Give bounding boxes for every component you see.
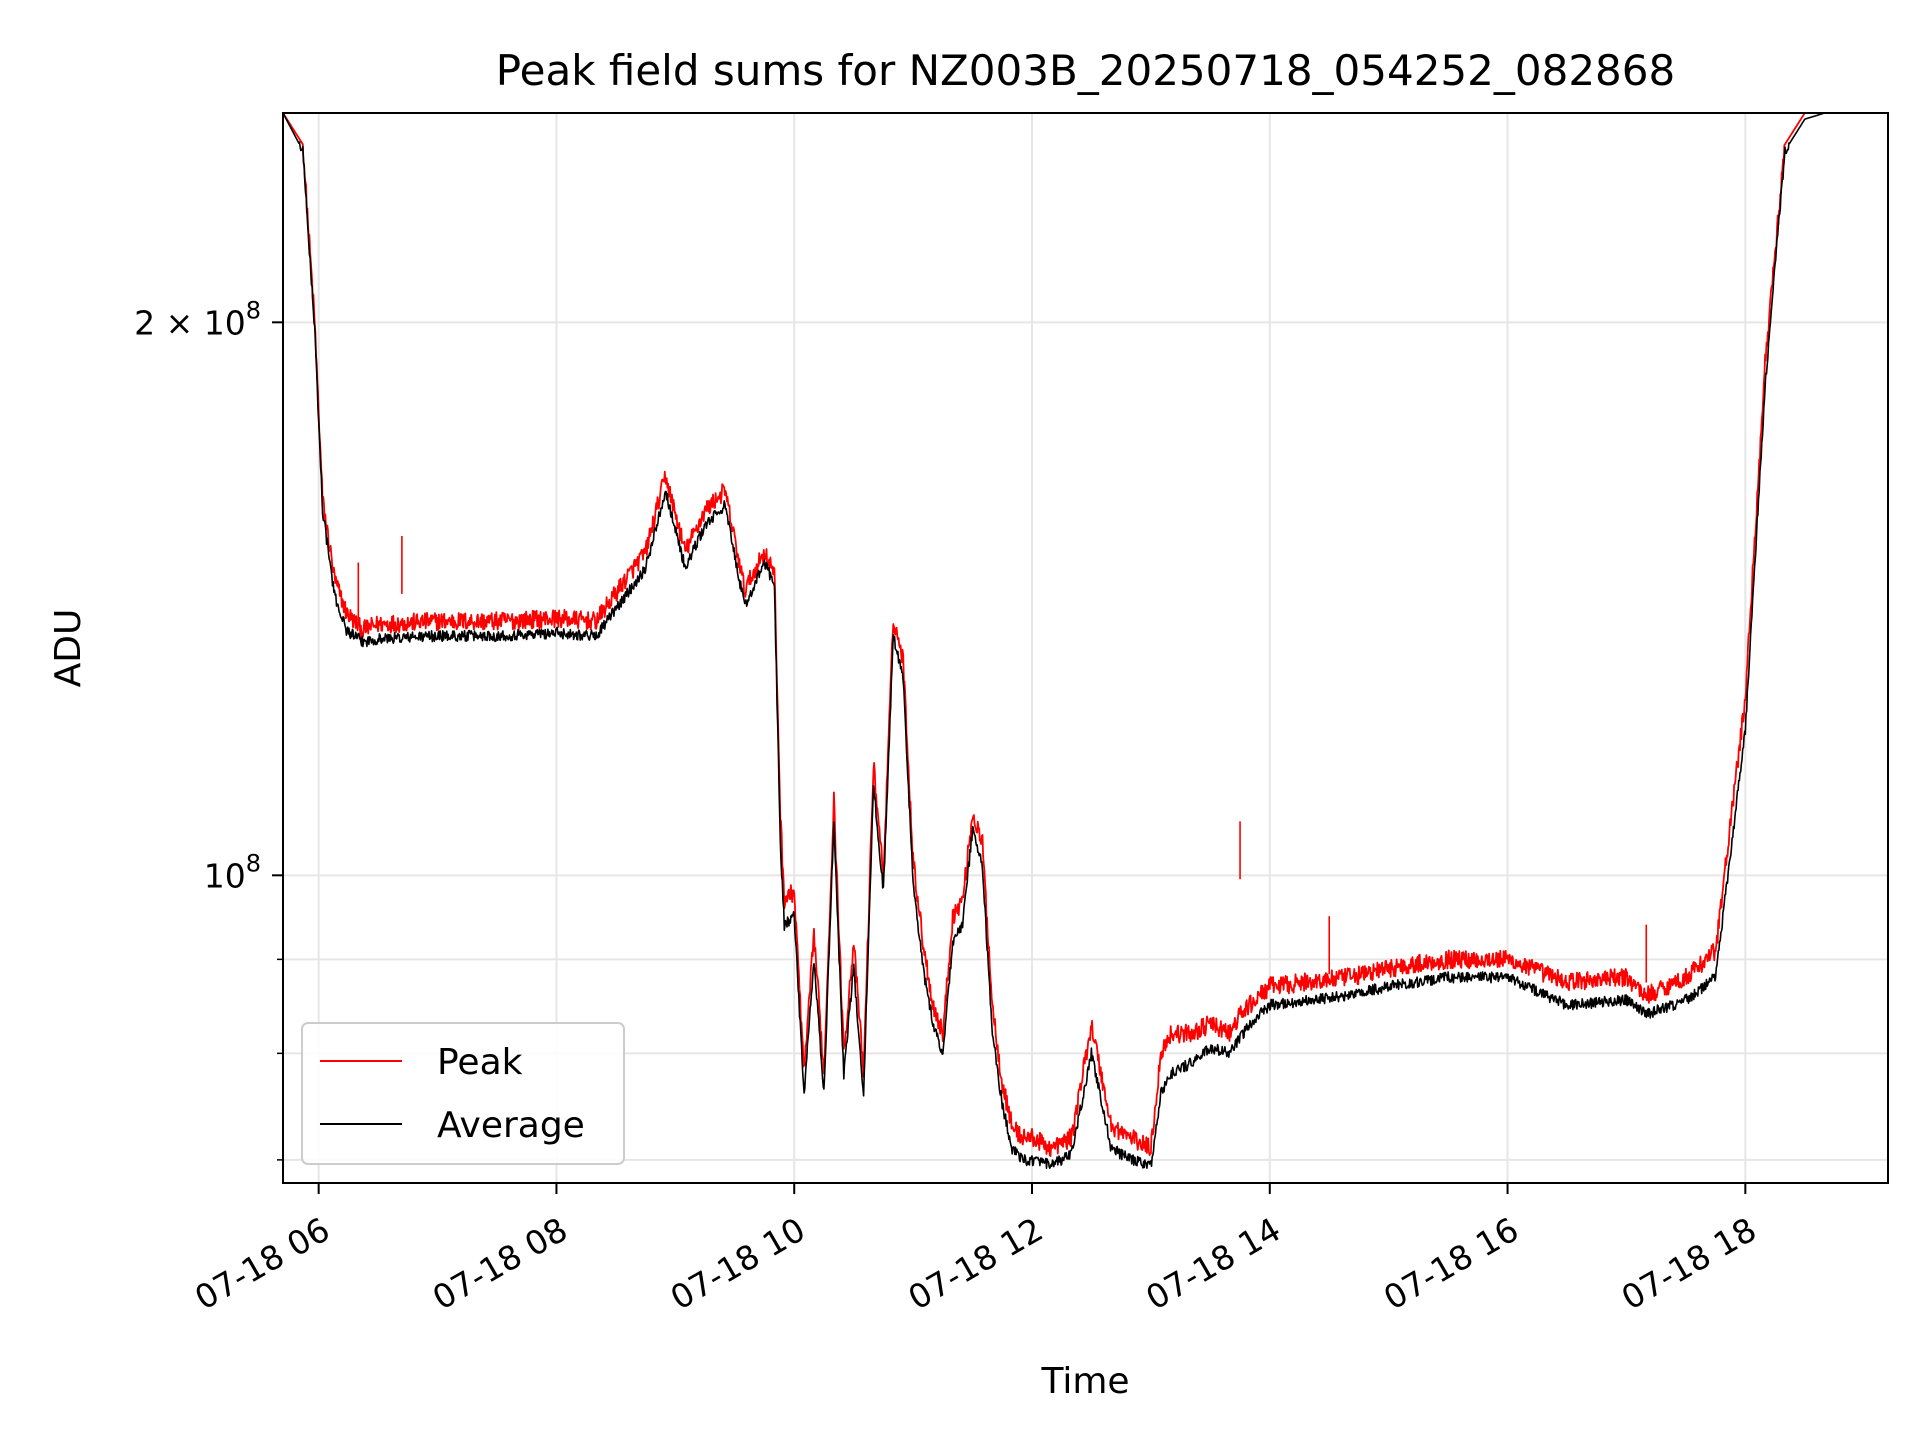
legend-box (301, 1022, 625, 1165)
y-tick-label: 2 × 108 (134, 296, 261, 342)
chart-title: Peak field sums for NZ003B_20250718_0542… (496, 46, 1675, 95)
x-axis-label: Time (1040, 1361, 1129, 1402)
y-tick-label: 108 (204, 849, 261, 895)
y-tick-exponent: 8 (246, 296, 261, 324)
y-tick-coefficient: 2 × (134, 303, 204, 342)
y-tick-exponent: 8 (246, 849, 261, 877)
y-axis-label: ADU (48, 609, 89, 688)
plot-series-group (283, 113, 1888, 1169)
series-line-peak (283, 113, 1888, 1157)
plot-frame (282, 112, 1889, 1184)
legend-label-peak: Peak (437, 1042, 523, 1083)
series-line-average (283, 113, 1888, 1169)
y-tick-base: 10 (204, 856, 246, 895)
legend: Peak Average (301, 1022, 625, 1165)
legend-label-average: Average (437, 1105, 585, 1146)
y-tick-base: 10 (204, 303, 246, 342)
